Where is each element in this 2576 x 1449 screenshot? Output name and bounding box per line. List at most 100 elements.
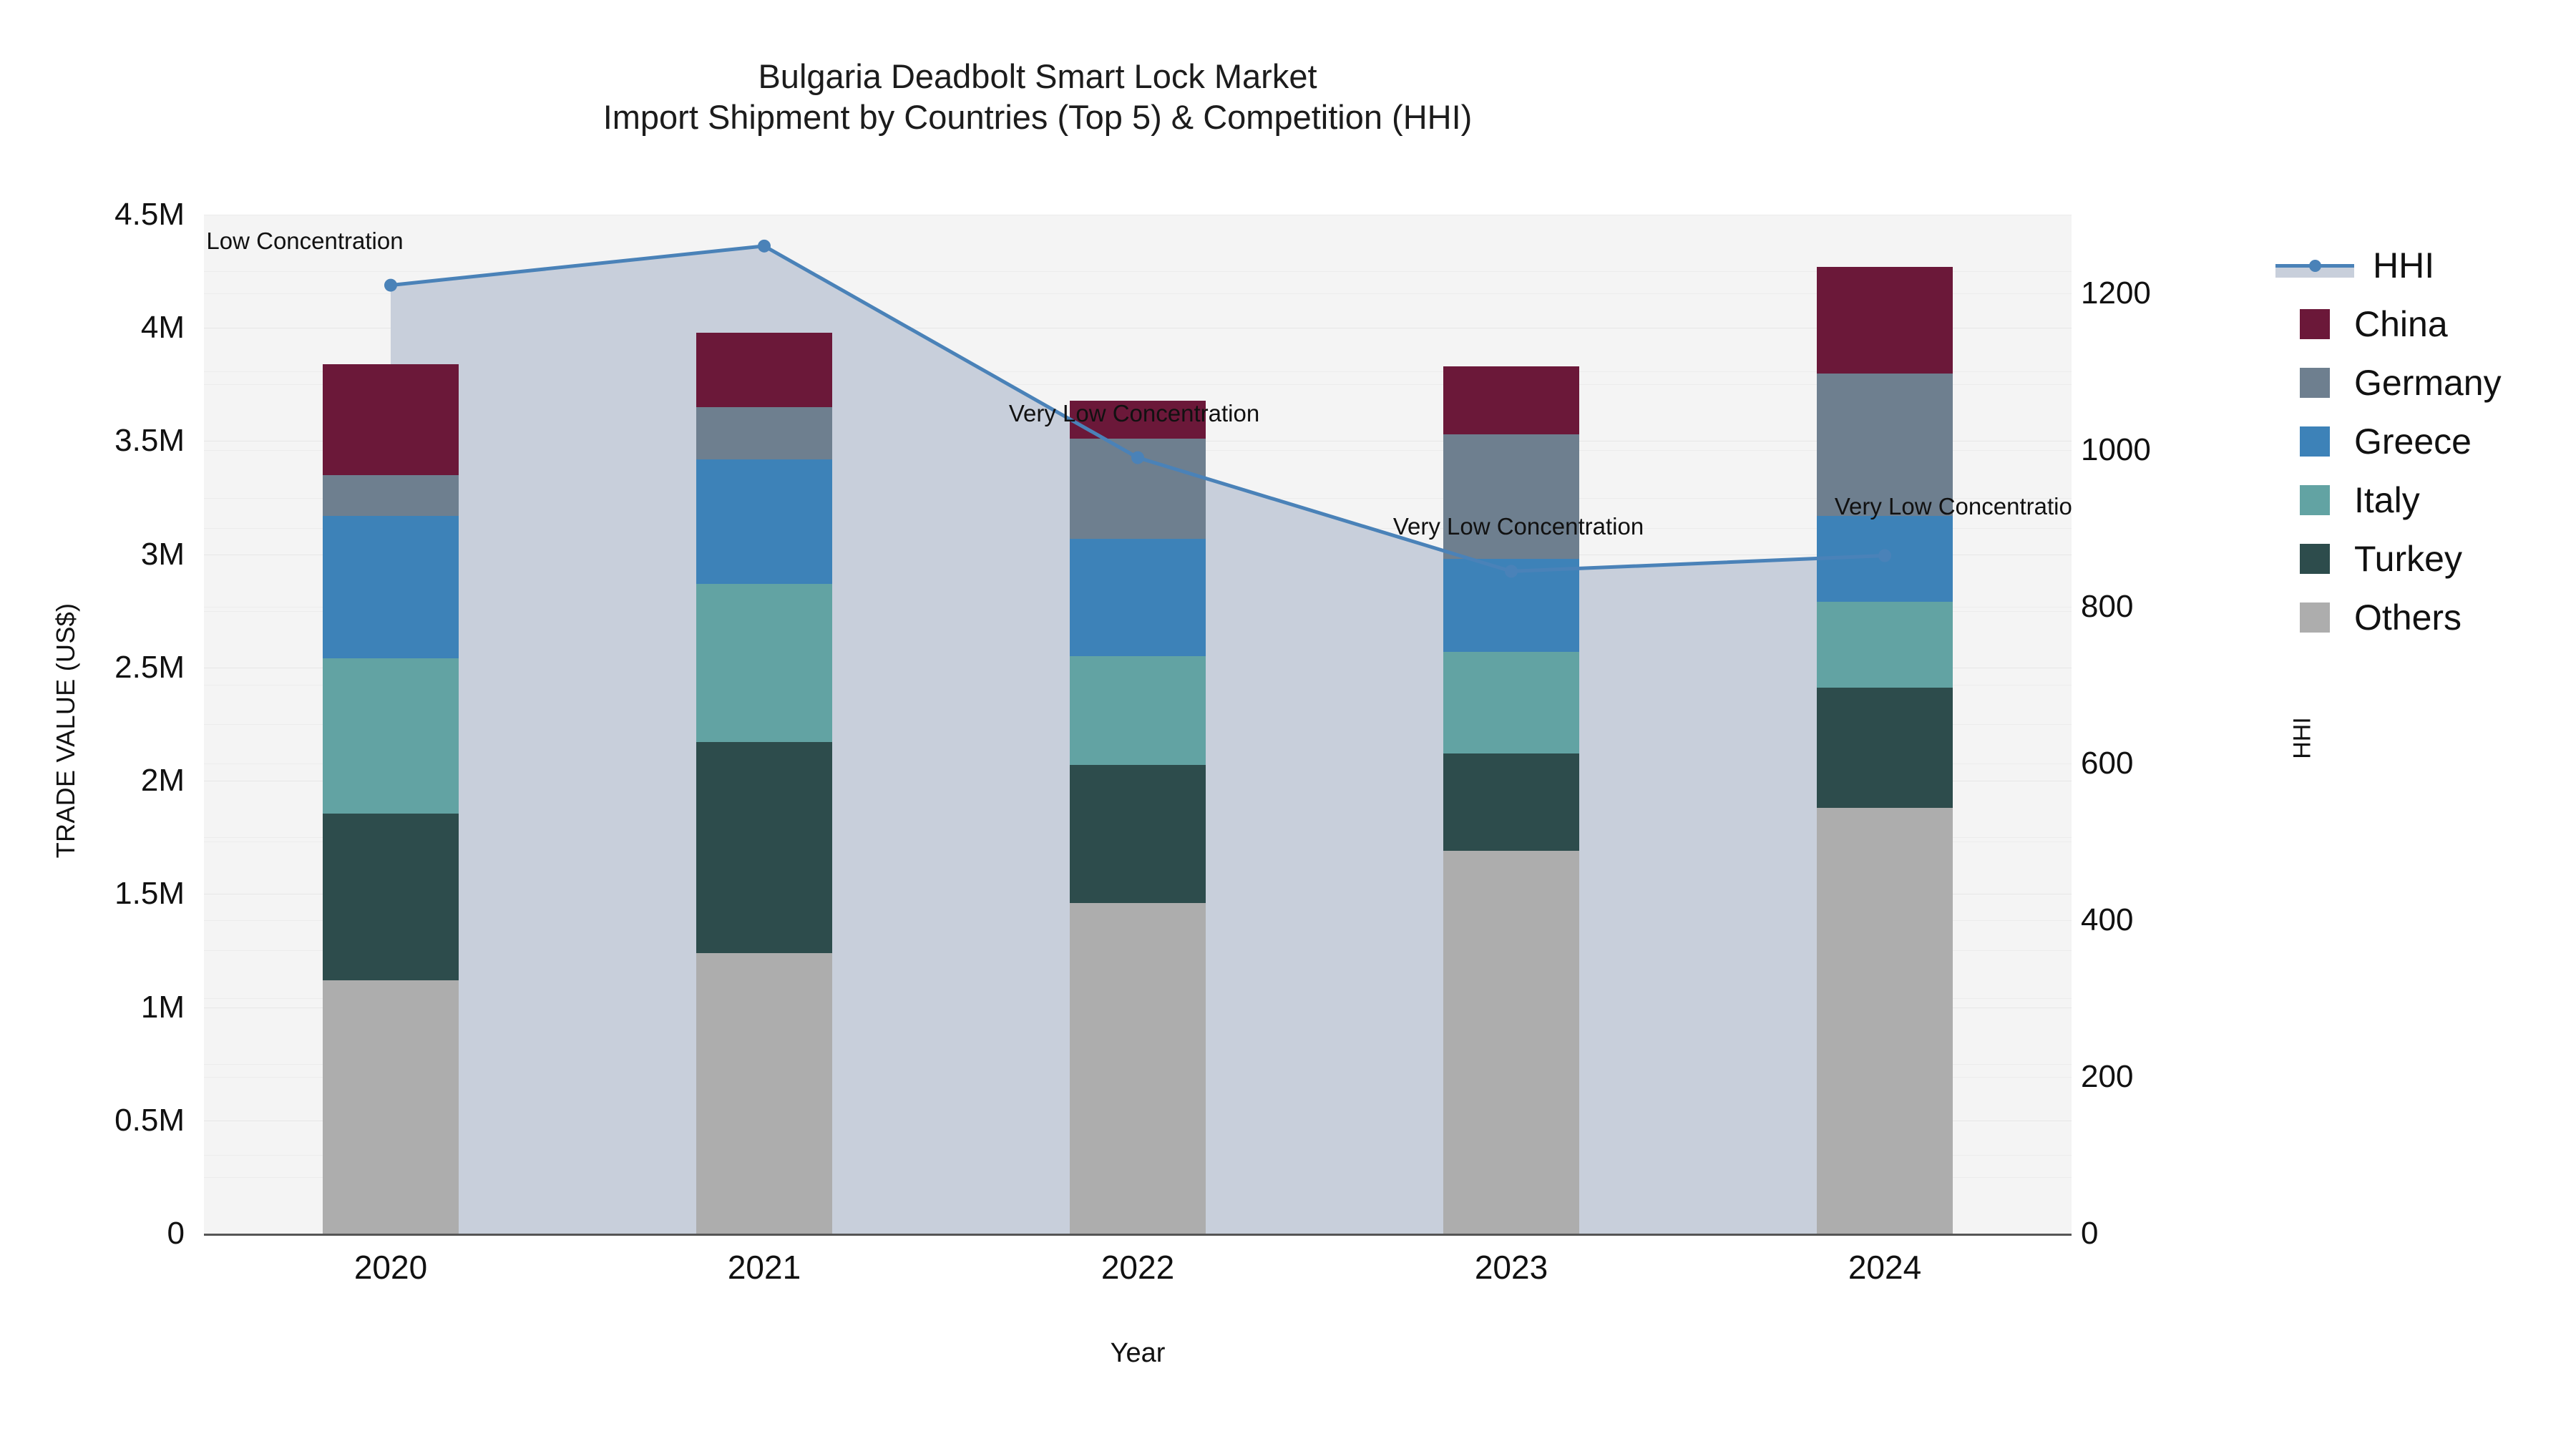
y-axis-left-tick-label: 0.5M <box>114 1102 185 1138</box>
legend-swatch-icon <box>2300 309 2330 339</box>
hhi-data-point[interactable] <box>384 278 397 292</box>
chart-title-line-1: Bulgaria Deadbolt Smart Lock Market <box>758 57 1317 95</box>
bar-group-2021[interactable] <box>696 215 832 1234</box>
hhi-annotation-label: Low Concentration <box>206 227 404 254</box>
y-axis-right-tick-label: 600 <box>2081 745 2134 781</box>
gridline <box>204 271 2072 273</box>
bar-segment-turkey[interactable] <box>1817 688 1953 809</box>
hhi-annotation-label: Very Low Concentration <box>1392 513 1644 540</box>
bar-segment-greece[interactable] <box>1070 538 1206 657</box>
bar-segment-italy[interactable] <box>1443 651 1579 754</box>
bar-segment-others[interactable] <box>1443 851 1579 1234</box>
bar-segment-italy[interactable] <box>696 583 832 743</box>
y-axis-left-tick-label: 0 <box>167 1216 185 1251</box>
hhi-data-point[interactable] <box>758 239 771 253</box>
y-axis-left-tick-label: 4.5M <box>114 197 185 232</box>
bar-segment-germany[interactable] <box>1817 373 1953 516</box>
bar-segment-china[interactable] <box>1817 266 1953 374</box>
bar-segment-china[interactable] <box>1443 366 1579 434</box>
y-axis-left-tick-label: 1.5M <box>114 876 185 912</box>
legend-label: China <box>2354 304 2448 344</box>
bar-group-2020[interactable] <box>323 215 459 1234</box>
hhi-line-stroke <box>384 239 1891 578</box>
bar-segment-germany[interactable] <box>696 406 832 459</box>
y-axis-right-tick-label: 200 <box>2081 1058 2134 1094</box>
chart-title: Bulgaria Deadbolt Smart Lock Market Impo… <box>0 56 2075 138</box>
y-axis-right-tick-label: 800 <box>2081 588 2134 624</box>
y-axis-right-tick-label: 0 <box>2081 1216 2099 1251</box>
x-axis-tick-label: 2020 <box>353 1249 428 1286</box>
y-axis-right-tick-label: 1200 <box>2081 275 2151 311</box>
y-axis-right-tick-label: 400 <box>2081 902 2134 937</box>
x-axis-line <box>204 1234 2072 1236</box>
legend-label: Germany <box>2354 363 2502 403</box>
hhi-data-point[interactable] <box>1131 451 1144 464</box>
legend-swatch-icon <box>2300 368 2330 398</box>
legend-label: HHI <box>2373 245 2435 286</box>
legend-item-hhi[interactable]: HHI <box>2275 236 2576 295</box>
y-axis-right-tick-label: 1000 <box>2081 431 2151 467</box>
bar-segment-others[interactable] <box>1817 808 1953 1234</box>
y-axis-left-tick-label: 2.5M <box>114 649 185 685</box>
legend-item-germany[interactable]: Germany <box>2275 353 2576 412</box>
legend-label: Others <box>2354 597 2462 638</box>
x-axis-tick-label: 2021 <box>727 1249 801 1286</box>
legend-swatch-icon <box>2300 426 2330 457</box>
bar-segment-others[interactable] <box>1070 903 1206 1234</box>
y-axis-right-title: HHI <box>2288 717 2316 759</box>
legend-swatch-icon <box>2300 544 2330 574</box>
legend-label: Turkey <box>2354 539 2462 579</box>
x-axis-tick-label: 2024 <box>1848 1249 1922 1286</box>
bar-segment-turkey[interactable] <box>1070 764 1206 903</box>
bar-segment-italy[interactable] <box>1070 656 1206 765</box>
bar-segment-germany[interactable] <box>323 474 459 516</box>
bar-segment-greece[interactable] <box>323 515 459 659</box>
x-axis-ticks: 2020 2021 2022 2023 2024 <box>204 1248 2072 1298</box>
bar-segment-others[interactable] <box>323 980 459 1234</box>
gridline <box>204 371 2072 373</box>
bar-group-2024[interactable] <box>1817 215 1953 1234</box>
bar-group-2022[interactable] <box>1070 215 1206 1234</box>
x-axis-tick-label: 2023 <box>1474 1249 1548 1286</box>
bar-group-2023[interactable] <box>1443 215 1579 1234</box>
gridline <box>204 293 2072 294</box>
legend-swatch-icon <box>2300 485 2330 515</box>
bar-segment-turkey[interactable] <box>323 814 459 980</box>
y-axis-right-ticks: 0 200 400 600 800 1000 1200 <box>2081 0 2296 1449</box>
y-axis-left-tick-label: 3M <box>140 536 185 572</box>
bar-segment-others[interactable] <box>696 952 832 1234</box>
y-axis-left-tick-label: 3.5M <box>114 423 185 459</box>
legend-item-china[interactable]: China <box>2275 295 2576 353</box>
legend-label: Italy <box>2354 480 2420 520</box>
y-axis-left-title: TRADE VALUE (US$) <box>51 602 80 859</box>
bar-segment-turkey[interactable] <box>696 742 832 953</box>
gridline <box>204 384 2072 386</box>
legend-item-turkey[interactable]: Turkey <box>2275 530 2576 588</box>
legend: HHI China Germany Greece Italy Turkey Others <box>2275 236 2576 647</box>
bar-segment-italy[interactable] <box>1817 602 1953 688</box>
bar-segment-italy[interactable] <box>323 658 459 814</box>
bar-segment-turkey[interactable] <box>1443 753 1579 852</box>
legend-line-marker-icon <box>2275 250 2354 280</box>
bar-segment-china[interactable] <box>696 332 832 407</box>
legend-label: Greece <box>2354 421 2472 462</box>
hhi-data-point[interactable] <box>1878 549 1891 562</box>
x-axis-title: Year <box>1110 1338 1166 1368</box>
hhi-annotation-label: Very Low Concentration <box>1008 399 1260 426</box>
legend-item-greece[interactable]: Greece <box>2275 412 2576 471</box>
bar-segment-greece[interactable] <box>696 459 832 584</box>
y-axis-left-ticks: 0 0.5M 1M 1.5M 2M 2.5M 3M 3.5M 4M 4.5M <box>0 0 195 1449</box>
chart-title-line-2: Import Shipment by Countries (Top 5) & C… <box>602 98 1473 137</box>
hhi-annotation-label: Very Low Concentration <box>1834 493 2072 520</box>
hhi-data-point[interactable] <box>1505 565 1518 578</box>
legend-item-others[interactable]: Others <box>2275 588 2576 647</box>
bar-segment-germany[interactable] <box>1443 434 1579 559</box>
legend-swatch-icon <box>2300 602 2330 633</box>
y-axis-left-tick-label: 2M <box>140 763 185 799</box>
y-axis-left-tick-label: 4M <box>140 310 185 346</box>
bar-segment-china[interactable] <box>323 364 459 475</box>
legend-item-italy[interactable]: Italy <box>2275 471 2576 530</box>
